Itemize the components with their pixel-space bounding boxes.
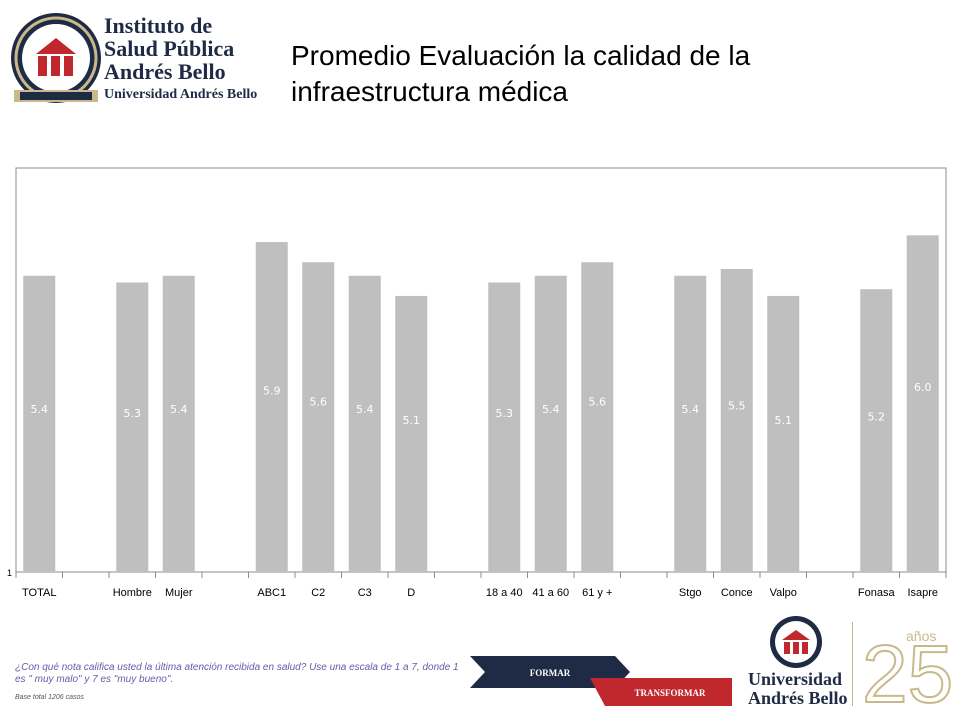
bar-abc1: [255, 242, 288, 573]
bar-value-label: 5.9: [263, 385, 281, 398]
bar-value-label: 5.1: [403, 414, 421, 427]
bar-value-label: 5.6: [589, 396, 607, 409]
formar-transformar-banner: FORMAR TRANSFORMAR: [470, 656, 732, 706]
bar-value-label: 5.4: [31, 403, 49, 416]
bar-value-label: 5.1: [775, 414, 793, 427]
y-tick-label: 1: [7, 568, 12, 578]
bar-hombre: [116, 282, 149, 572]
university-name-line1: Universidad: [748, 669, 843, 689]
page-title: Promedio Evaluación la calidad de la inf…: [291, 40, 751, 107]
x-tick-label: Fonasa: [858, 587, 896, 599]
anniversary-word: años: [906, 628, 937, 644]
institute-name: Instituto de Salud Pública Andrés Bello …: [104, 14, 257, 103]
bar-value-label: 5.2: [868, 410, 886, 423]
bar-fonasa: [860, 289, 893, 572]
institute-university-line: Universidad Andrés Bello: [104, 87, 258, 102]
bar-18-a-40: [488, 282, 521, 572]
formar-ribbon: [470, 656, 630, 688]
bar-61-y-plus: [581, 262, 614, 572]
x-tick-label: C2: [311, 587, 325, 599]
bar-value-label: 5.3: [496, 407, 514, 420]
bar-isapre: [906, 235, 939, 572]
bar-stgo: [674, 275, 707, 572]
anniversary-mark: 25: [861, 628, 954, 710]
bar-c3: [348, 275, 381, 572]
bar-c2: [302, 262, 335, 572]
bar-conce: [720, 269, 753, 572]
bar-value-label: 5.4: [356, 403, 374, 416]
institute-logo: [11, 13, 101, 103]
bar-value-label: 6.0: [914, 381, 932, 394]
bar-total: [23, 275, 56, 572]
anniversary-number: 25: [862, 629, 953, 710]
survey-question: ¿Con qué nota califica usted la última a…: [15, 662, 459, 685]
x-tick-label: Conce: [721, 587, 753, 599]
institute-name-line1: Instituto de: [104, 13, 213, 38]
bar-d: [395, 295, 428, 572]
bar-mujer: [162, 275, 195, 572]
footer-divider: [852, 622, 853, 706]
bar-valpo: [767, 295, 800, 572]
x-tick-label: Valpo: [770, 587, 797, 599]
x-tick-label: Mujer: [165, 587, 193, 599]
x-tick-label: C3: [358, 587, 372, 599]
formar-label: FORMAR: [530, 668, 571, 678]
institute-name-line2: Salud Pública: [104, 36, 235, 61]
x-tick-label: D: [407, 587, 415, 599]
institute-name-line3: Andrés Bello: [104, 59, 226, 84]
x-tick-label: 41 a 60: [532, 587, 569, 599]
x-tick-label: Hombre: [113, 587, 152, 599]
plot-frame: [15, 167, 947, 573]
bar-chart: 1 5.4 TOTAL 5.3 Hombre 5.4 Mujer 5.9 ABC1 5.6 C2 5.…: [7, 167, 947, 599]
x-tick-label: 61 y +: [582, 587, 612, 599]
bar-41-a-60: [534, 275, 567, 572]
bar-value-label: 5.4: [170, 403, 188, 416]
x-tick-label: 18 a 40: [486, 587, 523, 599]
x-tick-label: TOTAL: [22, 587, 56, 599]
university-name: Universidad Andrés Bello: [748, 670, 848, 708]
bar-value-label: 5.6: [310, 396, 328, 409]
bar-value-label: 5.4: [682, 403, 700, 416]
university-logo: [770, 616, 822, 668]
transformar-ribbon: [590, 678, 732, 706]
bar-value-label: 5.5: [728, 399, 746, 412]
transformar-label: TRANSFORMAR: [635, 688, 706, 698]
university-name-line2: Andrés Bello: [748, 688, 848, 708]
bar-value-label: 5.4: [542, 403, 560, 416]
x-tick-label: ABC1: [257, 587, 286, 599]
x-tick-label: Isapre: [907, 587, 938, 599]
sample-base: Base total 1206 casos: [15, 694, 84, 701]
x-tick-label: Stgo: [679, 587, 702, 599]
bar-value-label: 5.3: [124, 407, 142, 420]
